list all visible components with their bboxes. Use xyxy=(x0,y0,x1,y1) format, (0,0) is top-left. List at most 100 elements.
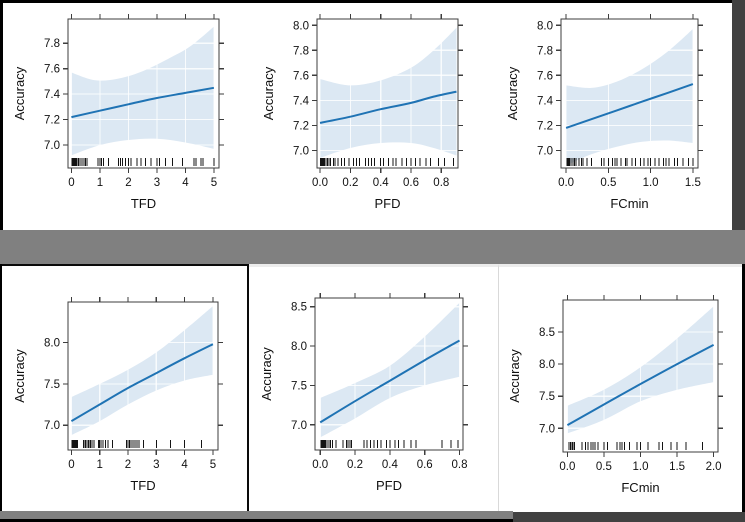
grid-lines xyxy=(563,300,718,452)
y-tick-label: 7.5 xyxy=(44,379,60,391)
x-axis-label: FCmin xyxy=(621,480,659,495)
y-tick-label: 7.0 xyxy=(539,423,555,435)
bottom-divider-strip xyxy=(0,511,513,519)
x-tick-label: 0.8 xyxy=(433,177,449,189)
y-tick-label: 8.0 xyxy=(44,338,60,350)
y-tick-label: 8.5 xyxy=(539,327,555,339)
rug-marks xyxy=(320,440,459,448)
grid-lines xyxy=(68,19,219,168)
y-tick-label: 7.8 xyxy=(293,45,309,57)
bottom-left-figure-window: 0 1 2 3 4 5 7.0 7.5 8.0 TFD Accuracy xyxy=(2,264,249,511)
plot-bottom-pfd: 0.0 0.2 0.4 0.6 0.8 7.0 7.5 8.0 8.5 PFD Accuracy xyxy=(249,267,498,516)
y-axis-label: Accuracy xyxy=(12,349,27,403)
y-tick-label: 8.0 xyxy=(539,359,555,371)
x-tick-label: 0.4 xyxy=(373,177,390,189)
y-axis-label: Accuracy xyxy=(507,349,522,403)
confidence-band xyxy=(71,306,213,436)
y-tick-label: 7.4 xyxy=(537,95,554,107)
top-figure-window: 0 1 2 3 4 5 7.0 7.2 7.4 7.6 7.8 TFD Accuracy 0.0 0.2 0… xyxy=(3,3,732,230)
x-axis-label: TFD xyxy=(130,478,155,493)
x-tick-label: 1 xyxy=(97,177,103,189)
y-tick-label: 7.0 xyxy=(537,146,553,158)
grid-lines xyxy=(315,298,463,450)
y-tick-label: 7.2 xyxy=(293,120,309,132)
confidence-band xyxy=(320,27,457,158)
plot-svg-bottom-fcmin: 0.0 0.5 1.0 1.5 2.0 7.0 7.5 8.0 8.5 FCmin Accuracy xyxy=(507,295,723,495)
y-tick-label: 7.8 xyxy=(537,45,553,57)
x-axis-label: FCmin xyxy=(610,196,648,211)
y-tick-label: 7.4 xyxy=(293,95,310,107)
panel-border xyxy=(560,18,699,169)
rug-marks xyxy=(71,158,215,166)
x-tick-label: 0.2 xyxy=(342,177,358,189)
x-tick-label: 1 xyxy=(96,459,102,471)
grid-lines xyxy=(317,19,458,168)
x-tick-label: 4 xyxy=(181,459,188,471)
x-tick-label: 0.8 xyxy=(452,459,468,471)
y-tick-label: 7.0 xyxy=(293,146,309,158)
x-axis-label: TFD xyxy=(131,196,156,211)
y-tick-label: 7.4 xyxy=(44,89,61,101)
x-tick-label: 1.0 xyxy=(633,461,649,473)
y-tick-label: 8.0 xyxy=(291,341,307,353)
y-tick-label: 8.5 xyxy=(291,302,307,314)
plot-svg-top-fcmin: 0.0 0.5 1.0 1.5 7.0 7.2 7.4 7.6 7.8 8.0 FCmin Accur… xyxy=(505,14,703,211)
y-axis-label: Accuracy xyxy=(12,66,27,120)
x-tick-label: 3 xyxy=(154,177,160,189)
plot-top-pfd: 0.0 0.2 0.4 0.6 0.8 7.0 7.2 7.4 7.6 7.8 8.0 PFD Accu… xyxy=(246,3,489,230)
x-tick-label: 0 xyxy=(68,177,74,189)
bottom-right-figure-panel: 0.0 0.5 1.0 1.5 2.0 7.0 7.5 8.0 8.5 FCmin Accuracy xyxy=(498,264,742,516)
y-axis-label: Accuracy xyxy=(261,66,276,120)
rug-marks xyxy=(566,158,694,166)
axis-ticks xyxy=(556,14,703,173)
x-tick-label: 0.0 xyxy=(312,177,328,189)
panel-border xyxy=(316,18,459,169)
x-tick-label: 0.0 xyxy=(312,459,328,471)
rug-marks xyxy=(320,158,454,166)
panel-border xyxy=(314,297,464,451)
x-tick-label: 3 xyxy=(153,459,159,471)
x-axis-label: PFD xyxy=(376,478,402,493)
y-tick-label: 7.0 xyxy=(44,420,60,432)
y-axis-label: Accuracy xyxy=(505,66,520,120)
x-tick-label: 0.5 xyxy=(596,461,612,473)
x-tick-label: 4 xyxy=(182,177,189,189)
y-tick-label: 8.0 xyxy=(293,20,309,32)
rug-marks xyxy=(568,442,704,450)
x-tick-label: 0.0 xyxy=(559,461,575,473)
x-tick-label: 0.5 xyxy=(600,177,616,189)
plot-top-tfd: 0 1 2 3 4 5 7.0 7.2 7.4 7.6 7.8 TFD Accuracy xyxy=(3,3,246,230)
y-tick-label: 7.6 xyxy=(44,64,60,76)
plot-svg-bottom-tfd: 0 1 2 3 4 5 7.0 7.5 8.0 TFD Accuracy xyxy=(12,297,223,493)
y-tick-label: 7.5 xyxy=(539,391,555,403)
regression-line xyxy=(70,343,214,422)
axis-ticks xyxy=(310,293,468,455)
y-tick-label: 7.0 xyxy=(291,420,307,432)
axis-ticks xyxy=(63,14,224,173)
grid-lines xyxy=(68,302,218,450)
y-tick-label: 7.6 xyxy=(293,70,309,82)
plot-top-fcmin: 0.0 0.5 1.0 1.5 7.0 7.2 7.4 7.6 7.8 8.0 FCmin Accur… xyxy=(489,3,732,230)
confidence-band xyxy=(71,26,214,156)
x-tick-label: 0.6 xyxy=(417,459,433,471)
regression-line xyxy=(71,86,215,119)
horizontal-divider xyxy=(0,230,745,264)
confidence-band xyxy=(566,29,693,166)
axis-ticks xyxy=(312,14,463,173)
x-tick-label: 0 xyxy=(68,459,74,471)
plot-svg-bottom-pfd: 0.0 0.2 0.4 0.6 0.8 7.0 7.5 8.0 8.5 PFD Accuracy xyxy=(259,293,468,493)
x-tick-label: 0.4 xyxy=(382,459,399,471)
y-tick-label: 7.2 xyxy=(44,115,60,127)
regression-line xyxy=(566,344,715,426)
bottom-edge-strip xyxy=(513,512,745,522)
y-axis-label: Accuracy xyxy=(259,347,274,401)
regression-line xyxy=(319,339,460,424)
x-axis-label: PFD xyxy=(375,196,401,211)
x-tick-label: 5 xyxy=(211,177,217,189)
y-tick-label: 8.0 xyxy=(537,20,553,32)
plot-svg-top-tfd: 0 1 2 3 4 5 7.0 7.2 7.4 7.6 7.8 TFD Accuracy xyxy=(12,14,224,211)
grid-lines xyxy=(561,19,698,168)
panel-border xyxy=(67,301,219,451)
x-tick-label: 1.5 xyxy=(685,177,701,189)
